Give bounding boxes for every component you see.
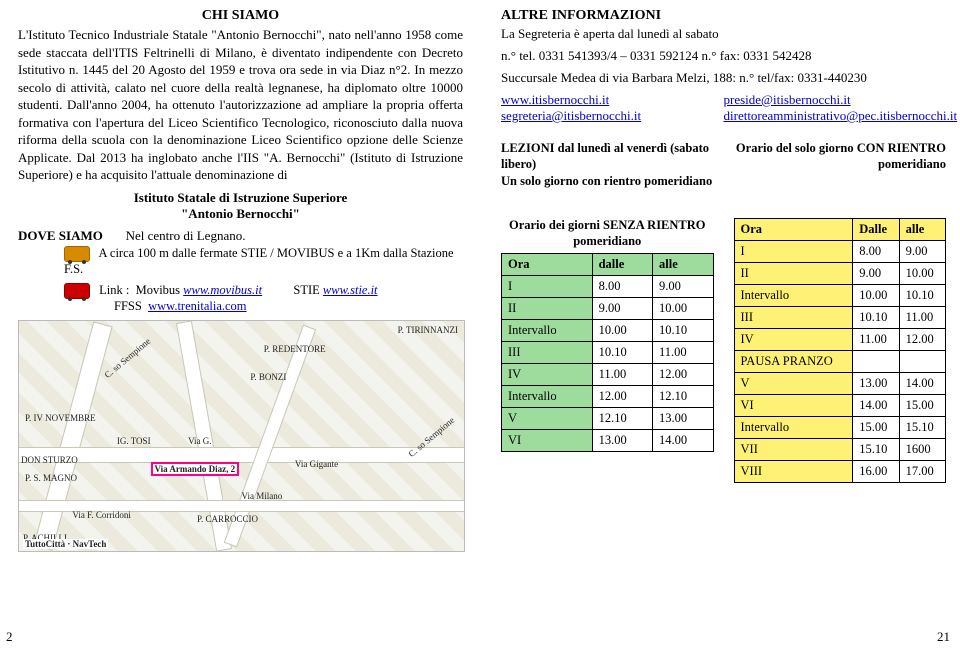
bus-icon [64, 246, 90, 262]
map-highlight-address: Via Armando Diaz, 2 [153, 464, 238, 474]
table-row: I8.009.00 [502, 276, 714, 298]
links-row: Link : Movibus www.movibus.it STIE www.s… [64, 283, 463, 314]
link-segreteria[interactable]: segreteria@itisbernocchi.it [501, 108, 641, 123]
table-row: I8.009.00 [734, 241, 946, 263]
link-stie[interactable]: www.stie.it [323, 283, 378, 297]
institute-name: Istituto Statale di Istruzione Superiore… [18, 190, 463, 222]
link-preside[interactable]: preside@itisbernocchi.it [724, 92, 851, 107]
table-row: IV11.0012.00 [502, 364, 714, 386]
schedule-b-table: OraDallealleI8.009.00II9.0010.00Interval… [734, 218, 947, 483]
table-header: Dalle [853, 219, 899, 241]
link-movibus[interactable]: www.movibus.it [183, 283, 262, 297]
table-row: VIII16.0017.00 [734, 461, 946, 483]
table-row: Intervallo15.0015.10 [734, 417, 946, 439]
chi-siamo-title: CHI SIAMO [18, 8, 463, 24]
schedule-a-sub: Orario dei giorni SENZA RIENTRO pomeridi… [501, 218, 714, 249]
table-row: Intervallo10.0010.10 [502, 320, 714, 342]
page-number-right: 21 [937, 629, 950, 645]
table-row: VII15.101600 [734, 439, 946, 461]
table-header: Ora [502, 254, 593, 276]
table-row: III10.1011.00 [734, 307, 946, 329]
table-row: VI13.0014.00 [502, 430, 714, 452]
dove-siamo-label: DOVE SIAMO [18, 228, 103, 243]
link-diramm[interactable]: direttoreamministrativo@pec.itisbernocch… [724, 108, 958, 123]
table-row: II9.0010.00 [734, 263, 946, 285]
table-header: alle [653, 254, 713, 276]
table-row: V12.1013.00 [502, 408, 714, 430]
dove-siamo-text: Nel centro di Legnano. [126, 228, 246, 243]
table-row: II9.0010.00 [502, 298, 714, 320]
schedules-wrap: LEZIONI dal lunedì al venerdì (sabato li… [501, 140, 946, 483]
table-row: PAUSA PRANZO [734, 351, 946, 373]
table-row: Intervallo12.0012.10 [502, 386, 714, 408]
chi-siamo-body: L'Istituto Tecnico Industriale Statale "… [18, 26, 463, 184]
right-page: ALTRE INFORMAZIONI La Segreteria è apert… [481, 0, 960, 649]
page-number-left: 2 [6, 629, 13, 645]
map-attribution: TuttoCittà · NavTech [23, 539, 108, 549]
schedule-b-head: Orario del solo giorno CON RIENTRO pomer… [734, 140, 947, 210]
table-header: Ora [734, 219, 853, 241]
table-row: V13.0014.00 [734, 373, 946, 395]
segreteria-hours: La Segreteria è aperta dal lunedì al sab… [501, 26, 946, 42]
table-row: VI14.0015.00 [734, 395, 946, 417]
table-row: IV11.0012.00 [734, 329, 946, 351]
succursale-line: Succursale Medea di via Barbara Melzi, 1… [501, 70, 946, 86]
tel-fax-line: n.° tel. 0331 541393/4 – 0331 592124 n.°… [501, 48, 946, 64]
institute-line2: "Antonio Bernocchi" [181, 206, 300, 221]
schedule-a-table: OradallealleI8.009.00II9.0010.00Interval… [501, 253, 714, 452]
left-page: CHI SIAMO L'Istituto Tecnico Industriale… [0, 0, 481, 649]
table-row: Intervallo10.0010.10 [734, 285, 946, 307]
dove-siamo-detail: A circa 100 m dalle fermate STIE / MOVIB… [64, 246, 463, 277]
table-header: alle [899, 219, 945, 241]
institute-line1: Istituto Statale di Istruzione Superiore [134, 190, 348, 205]
schedule-a-head: LEZIONI dal lunedì al venerdì (sabato li… [501, 140, 714, 210]
location-map: P. TIRINNANZI P. REDENTORE P. BONZI P. I… [18, 320, 465, 552]
table-header: dalle [592, 254, 652, 276]
schedule-b: Orario del solo giorno CON RIENTRO pomer… [734, 140, 947, 483]
altre-info-title: ALTRE INFORMAZIONI [501, 8, 946, 24]
link-trenitalia[interactable]: www.trenitalia.com [148, 299, 246, 313]
table-row: III10.1011.00 [502, 342, 714, 364]
schedule-a: LEZIONI dal lunedì al venerdì (sabato li… [501, 140, 714, 483]
train-icon [64, 283, 90, 299]
dove-siamo-row: DOVE SIAMO Nel centro di Legnano. [18, 228, 463, 244]
contacts-block: www.itisbernocchi.it preside@itisbernocc… [501, 92, 946, 124]
link-website[interactable]: www.itisbernocchi.it [501, 92, 609, 107]
